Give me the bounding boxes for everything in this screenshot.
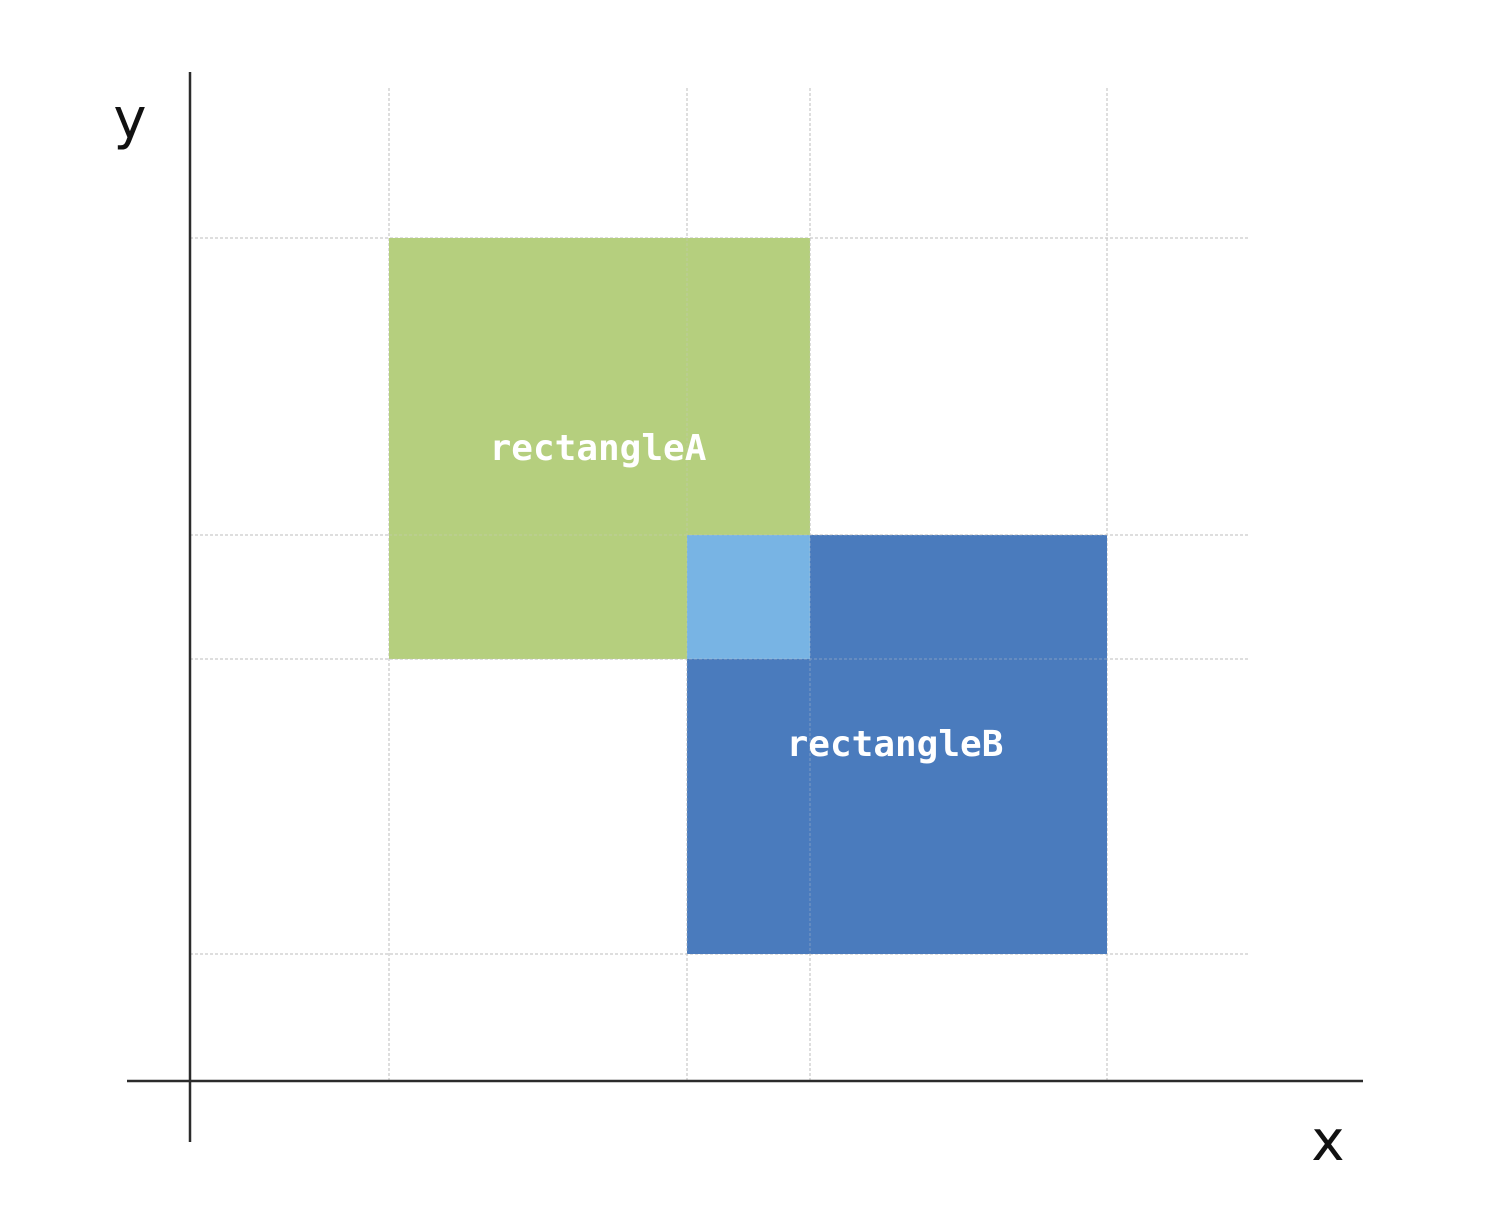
rectangle-b-label: rectangleB <box>787 724 1004 765</box>
rectangle-a-label: rectangleA <box>490 428 707 469</box>
x-axis-label: x <box>1311 1109 1344 1174</box>
overlap-region <box>687 535 810 659</box>
grid-overlay <box>389 238 1107 954</box>
y-axis-label: y <box>113 87 146 152</box>
